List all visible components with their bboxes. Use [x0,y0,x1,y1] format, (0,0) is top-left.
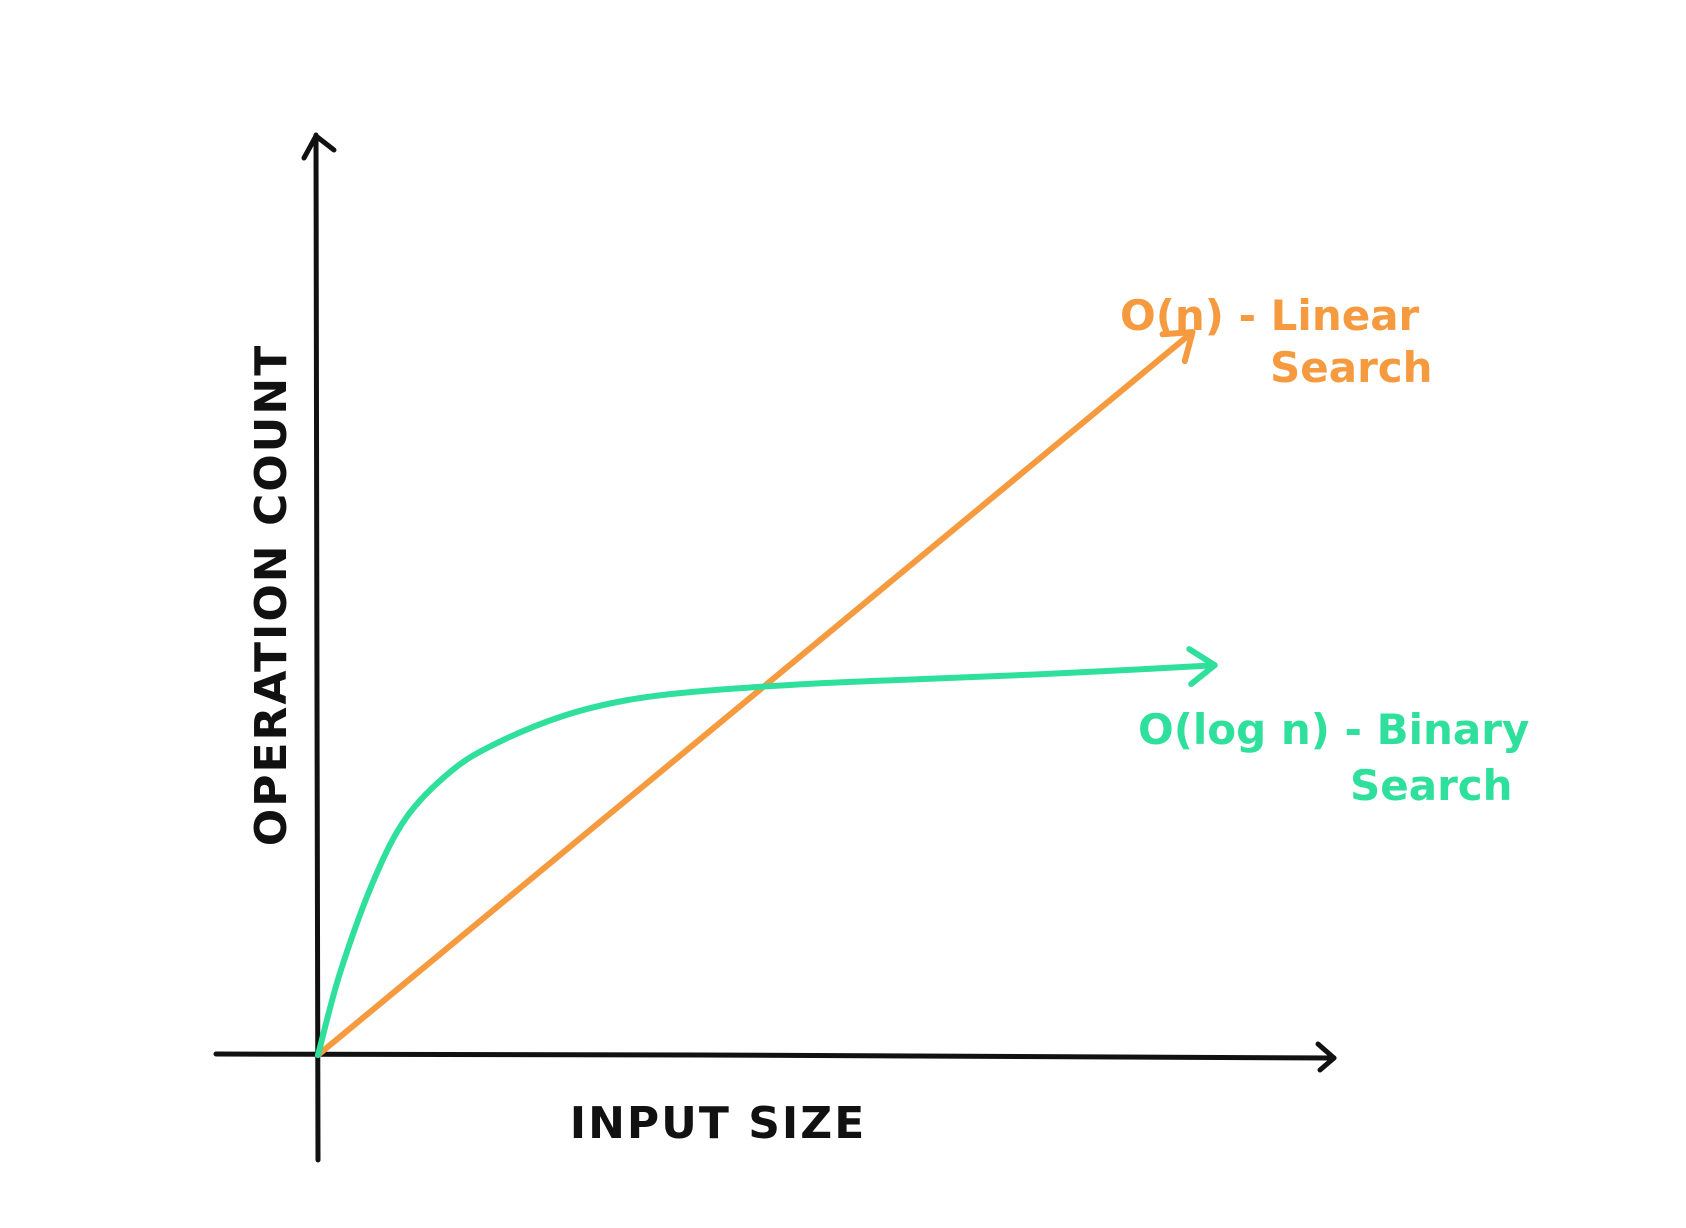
y-axis-label: OPERATION COUNT [246,344,297,846]
series-line-linear [315,329,1196,1058]
x-axis-arrowhead [1315,1041,1337,1073]
series-arrowhead-linear [1159,329,1196,365]
x-axis-label: INPUT SIZE [570,1098,867,1149]
series-label-linear: O(n) - Linear Search [1120,291,1434,392]
y-axis-arrowhead [301,133,337,161]
series-layer [315,329,1218,1058]
axes [213,132,1337,1163]
series-label-linear-line-2: Search [1270,343,1433,392]
series-line-binary [315,662,1218,1058]
series-label-binary-line-1: O(log n) - Binary [1138,705,1529,754]
x-axis [213,1051,1337,1061]
series-label-binary-line-2: Search [1350,761,1513,810]
series-label-linear-line-1: O(n) - Linear [1120,291,1420,340]
series-label-binary: O(log n) - Binary Search [1138,705,1544,810]
series-arrowhead-binary [1186,646,1218,687]
y-axis [313,132,321,1163]
